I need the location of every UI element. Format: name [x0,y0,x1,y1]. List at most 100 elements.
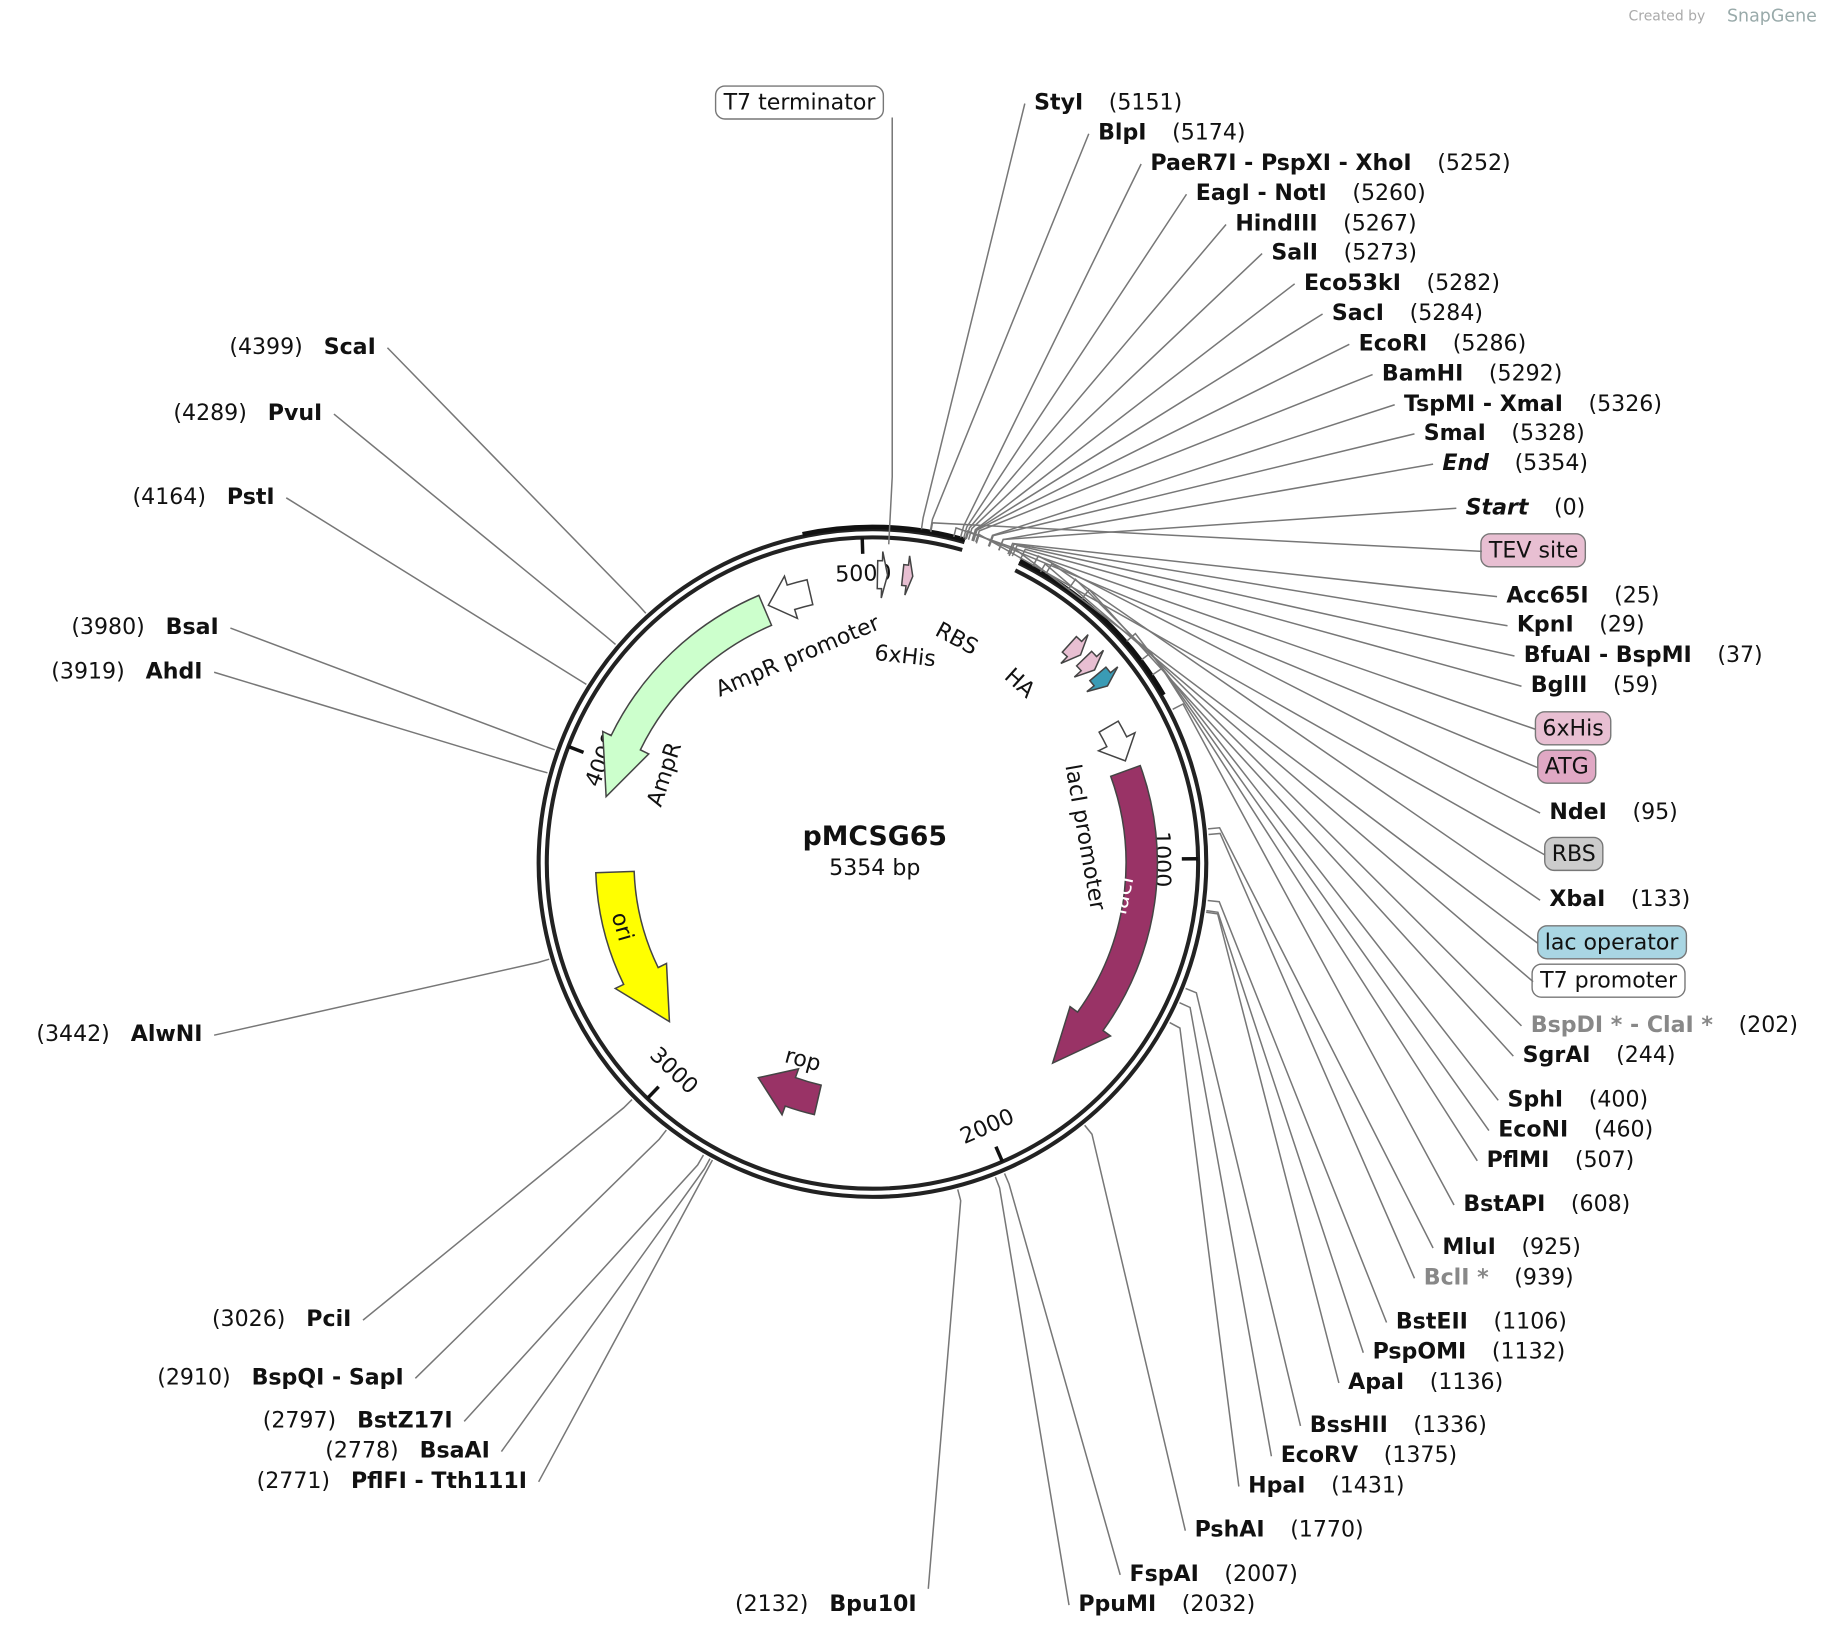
leader-line [998,507,1457,551]
site-label: MluI (925) [1442,1234,1580,1260]
feature-arrow [876,551,889,599]
site-label: ApaI (1136) [1348,1369,1503,1395]
site-position: (5260) [1352,180,1425,206]
site-label: NdeI (95) [1549,799,1677,825]
site-name: PaeR7I - PspXI - XhoI [1150,150,1411,176]
site-position: (5292) [1489,361,1562,387]
site-label: HindIII (5267) [1235,210,1416,236]
feature-arrow [601,594,773,799]
site-label: (3980) BsaI [71,614,218,640]
site-name: BstEII [1396,1308,1468,1334]
site-position: (5151) [1109,90,1182,116]
tick-label: 2000 [956,1103,1018,1149]
site-name: PvuI [268,400,323,426]
site-name: BstAPI [1463,1191,1545,1217]
leader-line [1039,562,1534,983]
tick-mark [646,1085,660,1100]
leader-line [1172,702,1455,1206]
site-label: PshAI (1770) [1195,1517,1364,1543]
leader-line [964,529,1539,769]
site-position: (460) [1594,1117,1653,1143]
backbone-start [1018,558,1166,697]
site-position: (507) [1575,1147,1634,1173]
site-position: (400) [1589,1086,1648,1112]
site-label: HpaI (1431) [1248,1472,1404,1498]
site-position: (4399) [229,334,302,360]
leader-line [1179,1001,1273,1457]
site-label: (3919) AhdI [51,658,202,684]
site-name: PflFI - Tth111I [351,1468,527,1494]
leader-line [386,347,647,614]
site-name: Eco53kI [1304,270,1401,296]
site-name: BamHI [1382,361,1463,387]
site-position: (5354) [1515,450,1588,476]
feature-box-label: T7 promoter [1539,968,1678,994]
site-name: XbaI [1549,886,1605,912]
leader-line [929,133,1090,531]
leader-line [1045,562,1541,901]
feature-label: AmpR [642,739,687,810]
site-name: EagI - NotI [1196,180,1327,206]
site-name: BlpI [1098,120,1146,146]
leader-line [988,433,1415,547]
site-position: (5267) [1343,210,1416,236]
leader-line [333,413,617,646]
leader-line [971,283,1296,541]
site-position: (5286) [1453,330,1526,356]
feature-box-label: ATG [1545,754,1589,780]
site-label: (2910) BspQI - SapI [157,1364,403,1390]
site-position: (5252) [1437,150,1510,176]
site-label: BssHII (1336) [1310,1412,1487,1438]
site-name: MluI [1442,1234,1495,1260]
map-length: 5354 bp [829,855,920,881]
site-name: BsaAI [420,1438,490,1464]
site-position: (4164) [133,484,206,510]
leader-line [920,103,1026,530]
site-label: EagI - NotI (5260) [1196,180,1426,206]
leader-line [1169,1021,1240,1487]
site-label: (4289) PvuI [173,400,322,426]
map-title: pMCSG65 [803,821,947,852]
leader-line [967,253,1263,540]
site-position: (3026) [212,1306,285,1332]
site-name: BspDI * - ClaI * [1531,1012,1714,1038]
leader-line [1151,667,1478,1162]
leader-line [213,958,550,1036]
leader-line [1207,826,1434,1249]
site-label: SphI (400) [1508,1086,1649,1112]
site-position: (1132) [1492,1339,1565,1365]
site-position: (5282) [1427,270,1500,296]
site-name: SalI [1271,240,1318,266]
site-position: (1431) [1331,1472,1404,1498]
leader-line [1008,543,1508,627]
site-position: (5284) [1410,300,1483,326]
tick-mark [567,744,585,755]
leader-line [975,373,1373,543]
site-position: (5273) [1344,240,1417,266]
site-label: EcoRI (5286) [1359,330,1527,356]
site-position: (3919) [51,658,124,684]
site-label: KpnI (29) [1517,612,1645,638]
site-label: SgrAI (244) [1523,1042,1676,1068]
feature-arrow [900,555,914,596]
site-name: BglII [1531,672,1588,698]
site-name: StyI [1034,90,1083,116]
site-name: KpnI [1517,612,1574,638]
site-name: EcoRV [1281,1442,1358,1468]
feature-arrow [1073,649,1105,678]
site-label: BglII (59) [1531,672,1659,698]
site-label: BstEII (1106) [1396,1308,1567,1334]
site-position: (1336) [1413,1412,1486,1438]
feature-box [1544,836,1604,872]
site-label: Start (0) [1466,494,1586,520]
feature-arrow [1051,764,1159,1065]
site-position: (2032) [1182,1591,1255,1617]
leader-line [1206,911,1340,1384]
site-label: Acc65I (25) [1506,583,1659,609]
site-position: (939) [1514,1264,1573,1290]
feature-arrow [767,574,814,620]
site-label: BfuAI - BspMI (37) [1524,642,1763,668]
site-name: AlwNI [131,1021,203,1047]
leader-line [1007,542,1498,598]
